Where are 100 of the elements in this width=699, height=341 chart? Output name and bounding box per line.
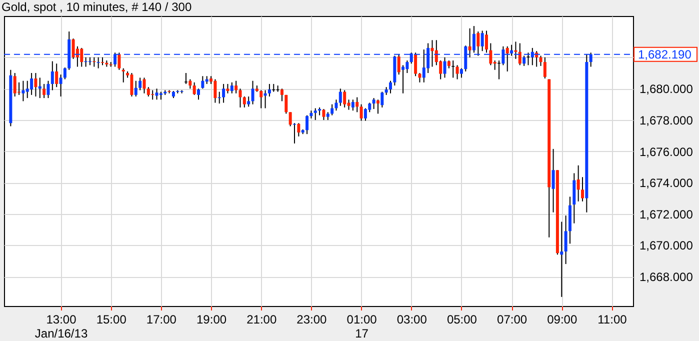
candlestick <box>480 30 484 52</box>
candlestick <box>260 90 263 109</box>
candlestick <box>280 88 284 102</box>
candlestick <box>576 164 580 202</box>
candlestick <box>214 78 217 104</box>
candlestick <box>201 76 204 90</box>
candlestick <box>34 72 38 97</box>
candlestick <box>489 42 492 66</box>
candlestick <box>564 214 568 265</box>
candlestick <box>118 52 121 70</box>
candlestick <box>351 99 354 112</box>
candlestick <box>242 96 246 108</box>
y-tick-label: 1,678.000 <box>640 113 694 128</box>
candlestick <box>234 80 238 94</box>
candlestick <box>543 56 546 79</box>
candlestick <box>42 83 46 99</box>
candlestick <box>476 31 480 56</box>
candlestick <box>184 72 188 84</box>
candlestick <box>13 72 16 97</box>
candlestick <box>406 60 409 74</box>
candlestick <box>485 30 488 54</box>
candlestick <box>59 74 62 97</box>
candlestick <box>192 82 196 96</box>
candlestick <box>284 94 288 114</box>
candlestick <box>314 108 317 120</box>
candlestick <box>372 98 376 110</box>
candlestick <box>322 108 326 120</box>
candlestick <box>72 38 75 60</box>
candlestick <box>552 148 555 213</box>
x-tick-label: 23:00 <box>296 312 328 326</box>
candlestick <box>560 221 564 298</box>
candlestick <box>138 77 142 91</box>
candlestick <box>222 83 226 104</box>
candlestick <box>414 52 418 77</box>
candlestick <box>226 83 230 94</box>
x-tick-label: 03:00 <box>396 312 428 326</box>
candlestick <box>514 41 518 60</box>
x-tick-label: 19:00 <box>196 312 227 326</box>
candlestick <box>539 55 542 66</box>
candlestick <box>151 90 154 100</box>
candlestick <box>343 90 346 108</box>
y-tick-label: 1,676.000 <box>640 144 694 159</box>
x-tick-label: 05:00 <box>446 312 478 326</box>
y-tick-label: 1,668.000 <box>640 270 694 284</box>
candlestick <box>526 52 530 66</box>
y-tick-label: 1,680.000 <box>640 82 694 96</box>
candlestick <box>130 72 134 97</box>
candlestick <box>96 56 100 69</box>
y-tick-label: 1,670.000 <box>640 238 694 253</box>
candlestick <box>430 40 434 68</box>
candlestick <box>268 83 271 97</box>
x-tick-label: 07:00 <box>497 312 528 326</box>
candlestick <box>306 114 309 135</box>
candlestick <box>155 88 158 100</box>
x-tick-label: 21:00 <box>246 312 277 326</box>
candlestick <box>334 99 338 112</box>
candlestick <box>230 82 234 94</box>
candlestick <box>63 67 66 80</box>
candlestick <box>146 86 150 97</box>
candlestick <box>50 60 54 91</box>
candlestick <box>338 88 342 106</box>
candlestick <box>402 64 405 94</box>
candlestick <box>456 64 459 80</box>
candlestick <box>380 91 384 108</box>
candlestick <box>364 108 367 122</box>
candlestick <box>360 104 363 122</box>
candlestick <box>26 80 29 99</box>
x-tick-label: 09:00 <box>547 312 578 326</box>
y-tick-label: 1,672.000 <box>640 207 694 222</box>
candlestick <box>80 47 84 68</box>
candlestick <box>251 80 254 105</box>
candlestick <box>460 68 463 78</box>
candlestick <box>55 63 58 88</box>
candlestick <box>506 46 509 72</box>
candlestick <box>238 88 242 108</box>
candlestick <box>288 112 292 127</box>
candlestick <box>397 54 400 76</box>
candlestick <box>297 122 300 137</box>
candlestick <box>443 56 446 78</box>
x-tick-label: 13:00 Jan/16/13 <box>34 312 88 340</box>
x-tick-label: 01:00 17 <box>346 312 378 340</box>
candlestick <box>330 104 334 116</box>
candlestick <box>247 96 250 108</box>
candlestick <box>518 42 522 66</box>
x-tick-label: 17:00 <box>146 312 177 326</box>
candlestick <box>22 80 25 102</box>
candlestick <box>46 80 50 99</box>
candlestick <box>134 80 138 97</box>
y-tick-label: 1,674.000 <box>640 176 694 190</box>
candlestick <box>188 78 192 90</box>
x-tick-label: 15:00 <box>96 312 127 326</box>
candlestick <box>30 72 34 96</box>
candlestick <box>142 77 146 94</box>
candlestick <box>197 88 200 100</box>
ref-line-label: 1,682.190 <box>638 47 692 62</box>
candlestick <box>376 99 380 114</box>
chart-title: Gold, spot , 10 minutes, # 140 / 300 <box>2 0 192 14</box>
candlestick <box>356 96 359 113</box>
candlestick <box>580 176 584 202</box>
candlestick <box>389 80 392 94</box>
